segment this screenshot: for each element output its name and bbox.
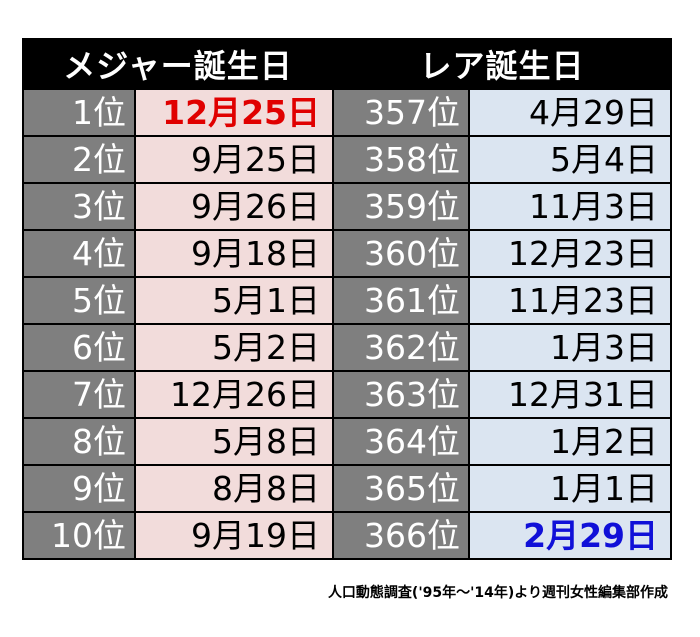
rare-rank-cell: 364位 xyxy=(332,417,470,466)
table-row: 2位 9月25日 358位 5月4日 xyxy=(22,135,673,184)
table-row: 10位 9月19日 366位 2月29日 xyxy=(22,511,673,560)
major-date-cell: 12月26日 xyxy=(134,370,334,419)
major-date-cell: 5月2日 xyxy=(134,323,334,372)
major-rank-cell: 7位 xyxy=(22,370,136,419)
major-date-cell: 8月8日 xyxy=(134,464,334,513)
major-date-cell: 9月18日 xyxy=(134,229,334,278)
major-date-cell: 9月19日 xyxy=(134,511,334,560)
table-header-row: メジャー誕生日 レア誕生日 xyxy=(22,38,673,90)
rare-rank-cell: 366位 xyxy=(332,511,470,560)
rare-rank-cell: 360位 xyxy=(332,229,470,278)
rare-date-cell: 12月23日 xyxy=(467,229,673,278)
major-rank-cell: 4位 xyxy=(22,229,136,278)
table-row: 8位 5月8日 364位 1月2日 xyxy=(22,417,673,466)
major-rank-cell: 9位 xyxy=(22,464,136,513)
table-row: 5位 5月1日 361位 11月23日 xyxy=(22,276,673,325)
rare-date-cell: 1月1日 xyxy=(467,464,673,513)
rare-rank-cell: 362位 xyxy=(332,323,470,372)
table-row: 3位 9月26日 359位 11月3日 xyxy=(22,182,673,231)
major-rank-cell: 10位 xyxy=(22,511,136,560)
rare-date-cell: 1月2日 xyxy=(467,417,673,466)
rare-rank-cell: 357位 xyxy=(332,88,470,137)
major-rank-cell: 5位 xyxy=(22,276,136,325)
rare-date-cell: 11月23日 xyxy=(467,276,673,325)
major-rank-cell: 8位 xyxy=(22,417,136,466)
rare-date-cell: 12月31日 xyxy=(467,370,673,419)
rare-rank-cell: 361位 xyxy=(332,276,470,325)
rare-rank-cell: 359位 xyxy=(332,182,470,231)
table-row: 7位 12月26日 363位 12月31日 xyxy=(22,370,673,419)
rare-rank-cell: 358位 xyxy=(332,135,470,184)
rare-rank-cell: 363位 xyxy=(332,370,470,419)
rare-date-cell: 4月29日 xyxy=(467,88,673,137)
table-row: 1位 12月25日 357位 4月29日 xyxy=(22,88,673,137)
table-row: 6位 5月2日 362位 1月3日 xyxy=(22,323,673,372)
rare-birthday-header: レア誕生日 xyxy=(331,38,673,90)
source-caption: 人口動態調査('95年～'14年)より週刊女性編集部作成 xyxy=(327,585,668,601)
major-rank-cell: 3位 xyxy=(22,182,136,231)
ranking-table: メジャー誕生日 レア誕生日 1位 12月25日 357位 4月29日 2位 9月… xyxy=(22,38,673,560)
major-rank-cell: 1位 xyxy=(22,88,136,137)
rare-date-cell: 1月3日 xyxy=(467,323,673,372)
major-date-cell: 5月1日 xyxy=(134,276,334,325)
rare-date-cell: 5月4日 xyxy=(467,135,673,184)
major-rank-cell: 2位 xyxy=(22,135,136,184)
rare-rank-cell: 365位 xyxy=(332,464,470,513)
major-date-cell: 5月8日 xyxy=(134,417,334,466)
major-birthday-header: メジャー誕生日 xyxy=(22,38,334,90)
major-date-cell: 9月26日 xyxy=(134,182,334,231)
rare-date-cell: 11月3日 xyxy=(467,182,673,231)
major-date-cell: 9月25日 xyxy=(134,135,334,184)
major-rank-cell: 6位 xyxy=(22,323,136,372)
rare-date-cell: 2月29日 xyxy=(467,511,673,560)
table-row: 4位 9月18日 360位 12月23日 xyxy=(22,229,673,278)
major-date-cell: 12月25日 xyxy=(134,88,334,137)
table-row: 9位 8月8日 365位 1月1日 xyxy=(22,464,673,513)
birthday-ranking-table: メジャー誕生日 レア誕生日 1位 12月25日 357位 4月29日 2位 9月… xyxy=(22,38,673,560)
